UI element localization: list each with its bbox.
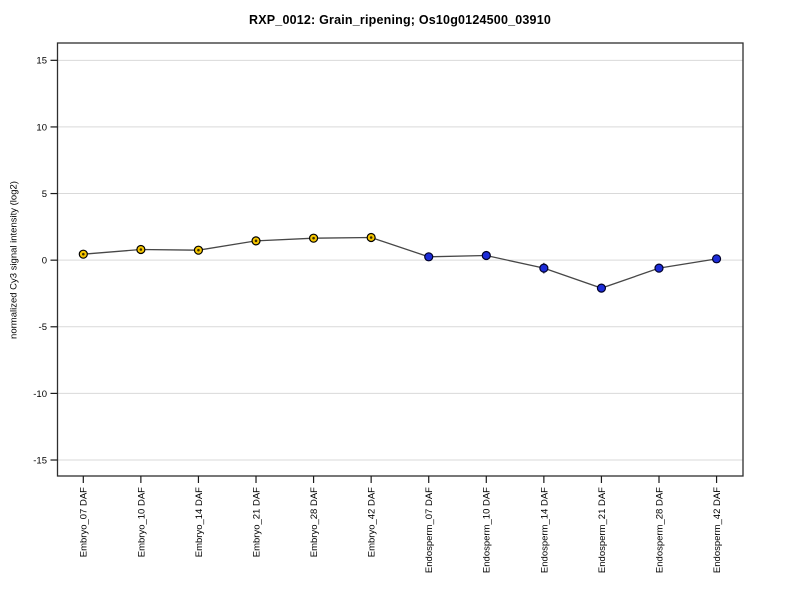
x-tick-label-embryo-07-daf: Embryo_07 DAF	[79, 487, 90, 557]
data-point-endosperm-28-daf	[654, 263, 664, 273]
x-tick-label-embryo-21-daf: Embryo_21 DAF	[251, 487, 262, 557]
y-tick-label: 15	[36, 56, 47, 67]
data-point-endosperm-42-daf	[711, 254, 722, 264]
y-tick-label: -10	[33, 389, 47, 400]
data-point-endosperm-10-daf	[481, 250, 491, 261]
y-tick-label: 0	[42, 256, 47, 267]
data-point-center-embryo-07-daf	[82, 252, 85, 256]
data-point-endosperm-07-daf	[424, 252, 434, 262]
x-tick-label-endosperm-28-daf: Endosperm_28 DAF	[654, 487, 665, 573]
x-tick-label-endosperm-10-daf: Endosperm_10 DAF	[482, 487, 493, 573]
data-line	[83, 236, 717, 289]
y-tick-label: -5	[39, 322, 47, 333]
data-point-endosperm-21-daf	[596, 283, 607, 293]
y-tick-label: -15	[33, 455, 47, 466]
data-point-endosperm-14-daf	[539, 263, 549, 273]
y-tick-label: 10	[36, 122, 47, 133]
data-point-center-embryo-21-daf	[254, 239, 258, 243]
chart-title: RXP_0012: Grain_ripening; Os10g0124500_0…	[248, 13, 552, 27]
plot-frame	[56, 42, 744, 477]
x-tick-label-embryo-14-daf: Embryo_14 DAF	[194, 487, 205, 557]
x-tick-label-embryo-28-daf: Embryo_28 DAF	[309, 487, 320, 557]
x-tick-label-embryo-10-daf: Embryo_10 DAF	[136, 487, 147, 557]
data-point-center-embryo-28-daf	[312, 236, 315, 240]
x-tick-label-endosperm-07-daf: Endosperm_07 DAF	[424, 487, 435, 573]
x-tick-label-endosperm-42-daf: Endosperm_42 DAF	[712, 487, 723, 573]
data-point-center-embryo-14-daf	[197, 248, 200, 252]
y-axis-label: normalized Cy3 signal intensity (log2)	[8, 181, 20, 339]
y-tick-label: 5	[42, 189, 47, 200]
x-tick-label-embryo-42-daf: Embryo_42 DAF	[367, 487, 378, 557]
data-point-center-embryo-42-daf	[369, 236, 373, 239]
data-point-center-embryo-10-daf	[139, 248, 143, 251]
x-tick-label-endosperm-14-daf: Endosperm_14 DAF	[539, 487, 550, 573]
x-tick-label-endosperm-21-daf: Endosperm_21 DAF	[597, 487, 608, 573]
